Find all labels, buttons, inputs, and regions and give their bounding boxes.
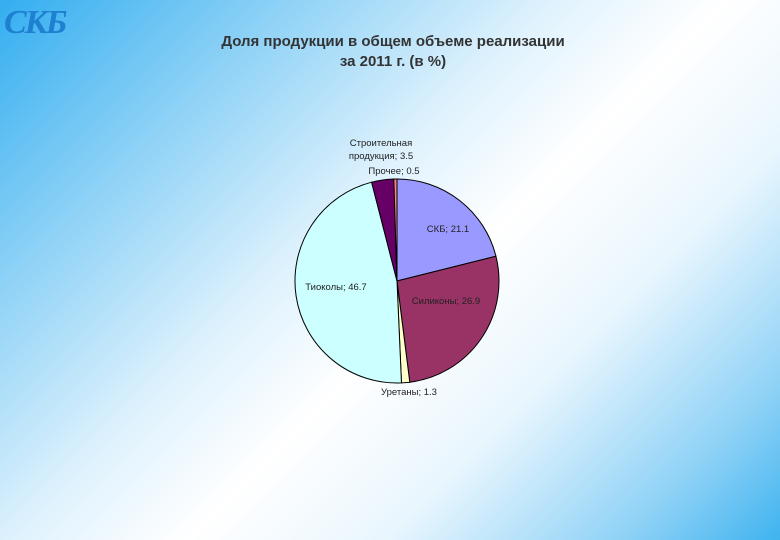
pie-label-3: Тиоколы; 46.7 [305,282,366,293]
chart-title-line-2: за 2011 г. (в %) [339,53,447,70]
chart-title: Доля продукции в общем объеме реализации… [0,32,780,72]
pie-slices [294,178,500,384]
pie-label-0: СКБ; 21.1 [427,224,469,235]
pie-label-4: Строительная продукция; 3.5 [349,138,413,162]
chart-title-line-1: Доля продукции в общем объеме реализации [221,33,565,50]
pie-slice-1 [396,255,500,383]
pie-slice-0 [396,178,497,282]
pie-slice-3 [294,181,403,384]
pie-labels: СКБ; 21.1 Силиконы; 26.9 Уретаны; 1.3 Тиоко… [305,138,480,398]
pie-slice-5 [393,178,398,282]
logo-text: СКБ [4,4,67,41]
pie-label-1: Силиконы; 26.9 [412,296,480,307]
pie-label-5: Прочее; 0.5 [368,166,419,177]
company-logo: СКБ [4,4,67,42]
pie-label-2: Уретаны; 1.3 [381,387,437,398]
